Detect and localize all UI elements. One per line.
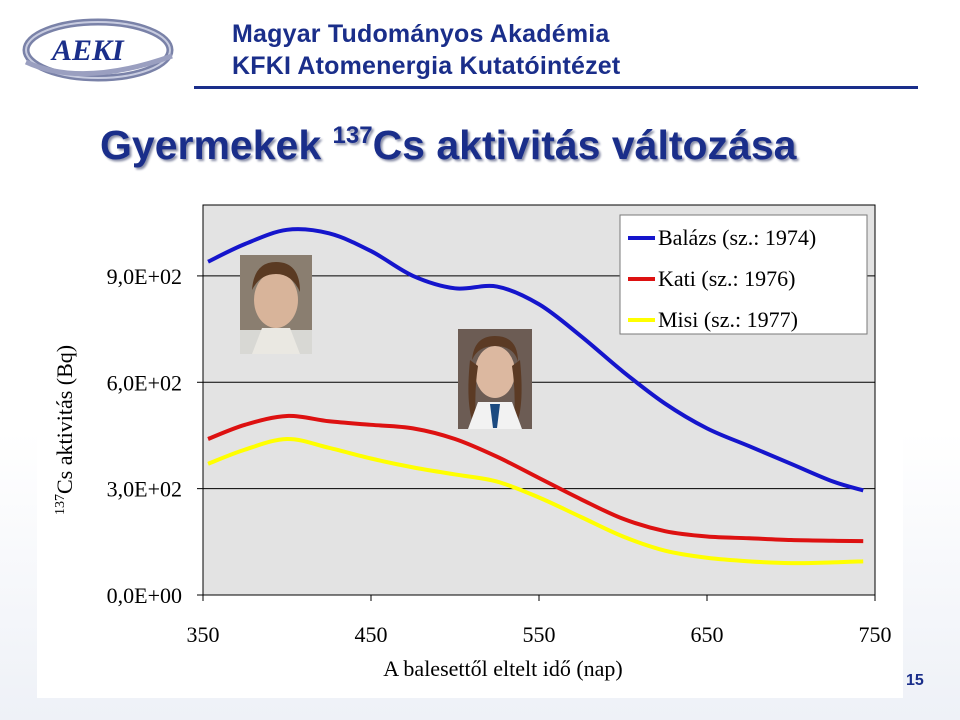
legend-label: Misi (sz.: 1977) [658, 307, 798, 332]
org-name-line1: Magyar Tudományos Akadémia [232, 20, 610, 48]
aeki-logo: AEKI [22, 18, 174, 82]
series-line [207, 436, 864, 566]
legend-label: Balázs (sz.: 1974) [658, 225, 816, 250]
y-axis-ticks: 0,0E+00 3,0E+02 6,0E+02 9,0E+02 [107, 264, 203, 608]
y-axis-title-sup: 137 [53, 494, 68, 515]
x-tick-label: 550 [523, 622, 556, 647]
y-tick-label: 0,0E+00 [107, 583, 182, 608]
slide-header: AEKI Magyar Tudományos Akadémia KFKI Ato… [0, 0, 960, 100]
series-line [207, 227, 864, 493]
x-axis-ticks: 350 450 550 650 750 [187, 595, 892, 647]
y-axis-title: 137Cs aktivitás (Bq) [52, 345, 77, 515]
series-lines [207, 227, 864, 566]
title-suffix: Cs aktivitás változása [372, 122, 797, 168]
x-tick-label: 350 [187, 622, 220, 647]
x-axis-title: A balesettől eltelt idő (nap) [383, 656, 623, 681]
title-isotope-mass: 137 [332, 122, 373, 149]
photo-kati [458, 329, 532, 429]
org-name-line2: KFKI Atomenergia Kutatóintézet [232, 52, 621, 80]
y-tick-label: 9,0E+02 [107, 264, 182, 289]
legend-label: Kati (sz.: 1976) [658, 266, 795, 291]
x-tick-label: 450 [355, 622, 388, 647]
y-axis-title-text: Cs aktivitás (Bq) [52, 345, 77, 494]
photo-balazs [240, 255, 312, 354]
x-tick-label: 650 [691, 622, 724, 647]
page-number: 15 [906, 672, 924, 689]
y-tick-label: 6,0E+02 [107, 370, 182, 395]
slide-title: Gyermekek 137Cs aktivitás változása [100, 122, 940, 169]
y-tick-label: 3,0E+02 [107, 477, 182, 502]
header-divider [194, 86, 918, 89]
x-tick-label: 750 [859, 622, 892, 647]
series-line [207, 413, 864, 544]
logo-text: AEKI [50, 34, 125, 67]
title-prefix: Gyermekek [100, 122, 333, 168]
svg-text:137Cs aktivitás (Bq): 137Cs aktivitás (Bq) [52, 345, 77, 515]
legend-box [619, 214, 868, 335]
legend: Balázs (sz.: 1974) Kati (sz.: 1976) Misi (… [619, 214, 868, 335]
